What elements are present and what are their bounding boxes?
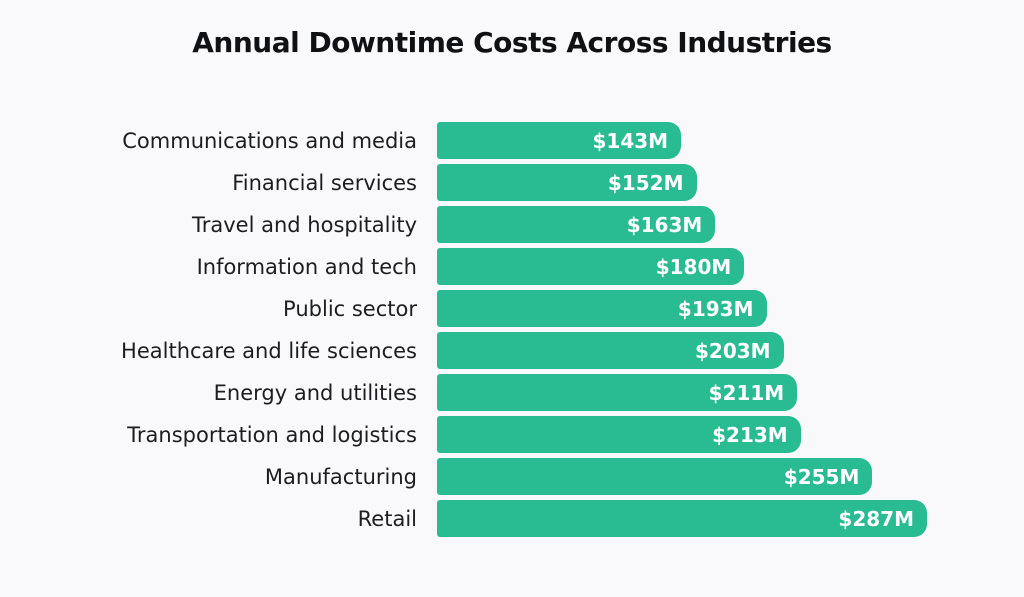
bar: $152M — [437, 164, 697, 201]
category-label: Travel and hospitality — [192, 212, 417, 237]
value-label: $180M — [655, 254, 732, 279]
bar-row: Transportation and logistics $213M — [0, 416, 1024, 453]
bar-row: Communications and media $143M — [0, 122, 1024, 159]
category-label: Manufacturing — [264, 464, 417, 489]
category-label: Retail — [357, 506, 417, 531]
bar: $203M — [437, 332, 784, 369]
chart-title: Annual Downtime Costs Across Industries — [192, 26, 832, 59]
value-label: $203M — [695, 338, 771, 363]
bar-row: Energy and utilities $211M — [0, 374, 1024, 411]
bar-row: Information and tech $180M — [0, 248, 1024, 285]
bar-row: Manufacturing $255M — [0, 458, 1024, 495]
value-label: $163M — [626, 212, 703, 237]
category-label: Energy and utilities — [213, 380, 417, 405]
value-label: $143M — [592, 128, 669, 153]
value-label: $213M — [712, 422, 788, 447]
bar: $180M — [437, 248, 745, 285]
bar-chart: Communications and media $143M Financial s… — [0, 122, 1024, 537]
category-label: Healthcare and life sciences — [121, 338, 417, 363]
value-label: $255M — [783, 464, 860, 489]
bar-row: Travel and hospitality $163M — [0, 206, 1024, 243]
category-label: Information and tech — [196, 254, 417, 279]
category-label: Financial services — [232, 170, 417, 195]
bar: $213M — [437, 416, 801, 453]
category-label: Communications and media — [122, 128, 417, 153]
category-label: Public sector — [283, 296, 417, 321]
value-label: $193M — [677, 296, 754, 321]
bar: $193M — [437, 290, 767, 327]
bar-row: Healthcare and life sciences $203M — [0, 332, 1024, 369]
bar-row: Financial services $152M — [0, 164, 1024, 201]
value-label: $211M — [708, 380, 785, 405]
value-label: $287M — [838, 506, 914, 531]
bar: $163M — [437, 206, 716, 243]
bar-row: Retail $287M — [0, 500, 1024, 537]
bar: $255M — [437, 458, 873, 495]
bar: $211M — [437, 374, 798, 411]
bar-row: Public sector $193M — [0, 290, 1024, 327]
category-label: Transportation and logistics — [127, 422, 417, 447]
value-label: $152M — [607, 170, 684, 195]
bar: $287M — [437, 500, 927, 537]
bar: $143M — [437, 122, 682, 159]
